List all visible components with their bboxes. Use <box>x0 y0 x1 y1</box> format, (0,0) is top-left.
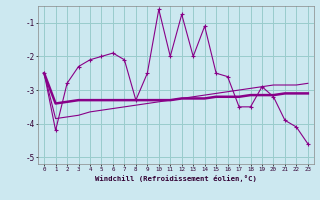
X-axis label: Windchill (Refroidissement éolien,°C): Windchill (Refroidissement éolien,°C) <box>95 175 257 182</box>
